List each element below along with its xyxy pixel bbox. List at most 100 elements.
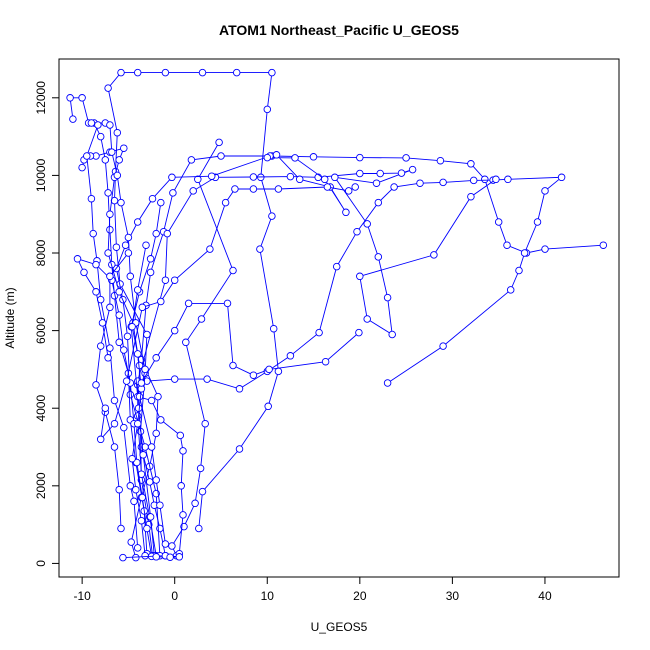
data-point	[126, 482, 135, 490]
data-point	[110, 419, 119, 428]
x-tick-label: -10	[73, 589, 91, 603]
data-point	[123, 332, 132, 341]
data-point	[383, 293, 392, 302]
data-point	[198, 487, 207, 496]
data-point	[249, 185, 258, 193]
data-point	[182, 338, 190, 347]
series-8	[78, 144, 159, 560]
data-point	[133, 419, 142, 428]
data-point	[106, 210, 114, 218]
series-line	[86, 122, 139, 548]
data-point	[390, 183, 398, 191]
data-point	[166, 553, 174, 561]
data-point	[115, 485, 123, 494]
x-tick-label: 10	[261, 589, 275, 603]
y-axis: 0 2000 4000 6000 8000 10000 12000	[34, 81, 59, 567]
x-tick-label: 30	[446, 589, 460, 603]
data-point	[128, 322, 136, 331]
data-point	[196, 464, 205, 473]
chart-title: ATOM1 Northeast_Pacific U_GEOS5	[219, 22, 459, 38]
data-point	[494, 218, 503, 226]
data-point	[135, 392, 144, 401]
series-14	[92, 249, 133, 533]
data-point	[515, 266, 523, 275]
series-3	[133, 173, 566, 560]
data-point	[256, 245, 264, 253]
data-point	[235, 385, 244, 393]
data-point	[356, 169, 364, 178]
data-point	[94, 121, 102, 129]
series-line	[107, 72, 279, 556]
series-10	[127, 198, 187, 558]
data-point	[481, 175, 489, 184]
data-point	[320, 175, 329, 184]
data-point	[351, 183, 359, 191]
data-point	[146, 255, 155, 263]
data-point	[92, 260, 100, 269]
data-point	[189, 187, 197, 195]
data-point	[132, 553, 140, 562]
data-point	[232, 68, 241, 77]
data-point	[161, 68, 170, 77]
data-point	[249, 173, 258, 181]
data-point	[286, 172, 295, 181]
data-point	[170, 276, 179, 284]
data-point	[152, 553, 160, 561]
data-point	[126, 272, 135, 281]
data-point	[106, 272, 114, 281]
data-point	[323, 183, 332, 191]
series-line	[137, 176, 563, 556]
data-point	[383, 379, 392, 387]
data-point	[372, 179, 381, 187]
y-tick-label: 12000	[34, 81, 48, 115]
y-tick-label: 10000	[34, 158, 48, 192]
data-point	[115, 156, 123, 164]
data-point	[177, 482, 185, 490]
data-point	[168, 173, 176, 182]
data-point	[356, 272, 364, 281]
data-point	[78, 94, 86, 102]
data-point	[161, 540, 170, 548]
data-point	[137, 379, 146, 387]
data-point	[92, 288, 100, 296]
data-point	[147, 396, 156, 405]
data-point	[206, 245, 214, 253]
data-point	[143, 524, 151, 533]
x-axis-label: U_GEOS5	[311, 620, 368, 634]
data-point	[115, 338, 123, 347]
data-point	[115, 311, 123, 319]
data-point	[69, 115, 77, 123]
data-point	[139, 451, 147, 459]
data-point	[217, 152, 225, 160]
data-point	[127, 538, 135, 546]
data-point	[130, 497, 138, 506]
series-layer	[66, 68, 608, 562]
x-tick-label: 20	[353, 589, 367, 603]
data-point	[104, 189, 112, 197]
data-point	[108, 148, 116, 156]
series-line	[115, 154, 347, 556]
data-point	[163, 229, 172, 238]
data-point	[430, 251, 438, 259]
data-point	[599, 241, 608, 249]
data-point	[207, 172, 216, 180]
data-point	[179, 447, 187, 455]
data-point	[152, 354, 160, 362]
data-point	[321, 357, 330, 366]
data-point	[157, 198, 165, 207]
data-point	[356, 153, 364, 162]
data-point	[156, 524, 164, 533]
data-point	[98, 319, 107, 327]
data-point	[106, 225, 114, 234]
data-point	[229, 266, 237, 275]
data-point	[113, 128, 122, 137]
x-axis: -10 0 10 20 30 40	[73, 577, 552, 603]
data-point	[215, 138, 223, 147]
data-point	[104, 84, 112, 92]
data-point	[138, 303, 147, 312]
data-point	[101, 156, 110, 164]
data-point	[78, 163, 86, 172]
data-point	[291, 154, 299, 162]
data-point	[147, 443, 156, 451]
data-point	[272, 151, 281, 159]
